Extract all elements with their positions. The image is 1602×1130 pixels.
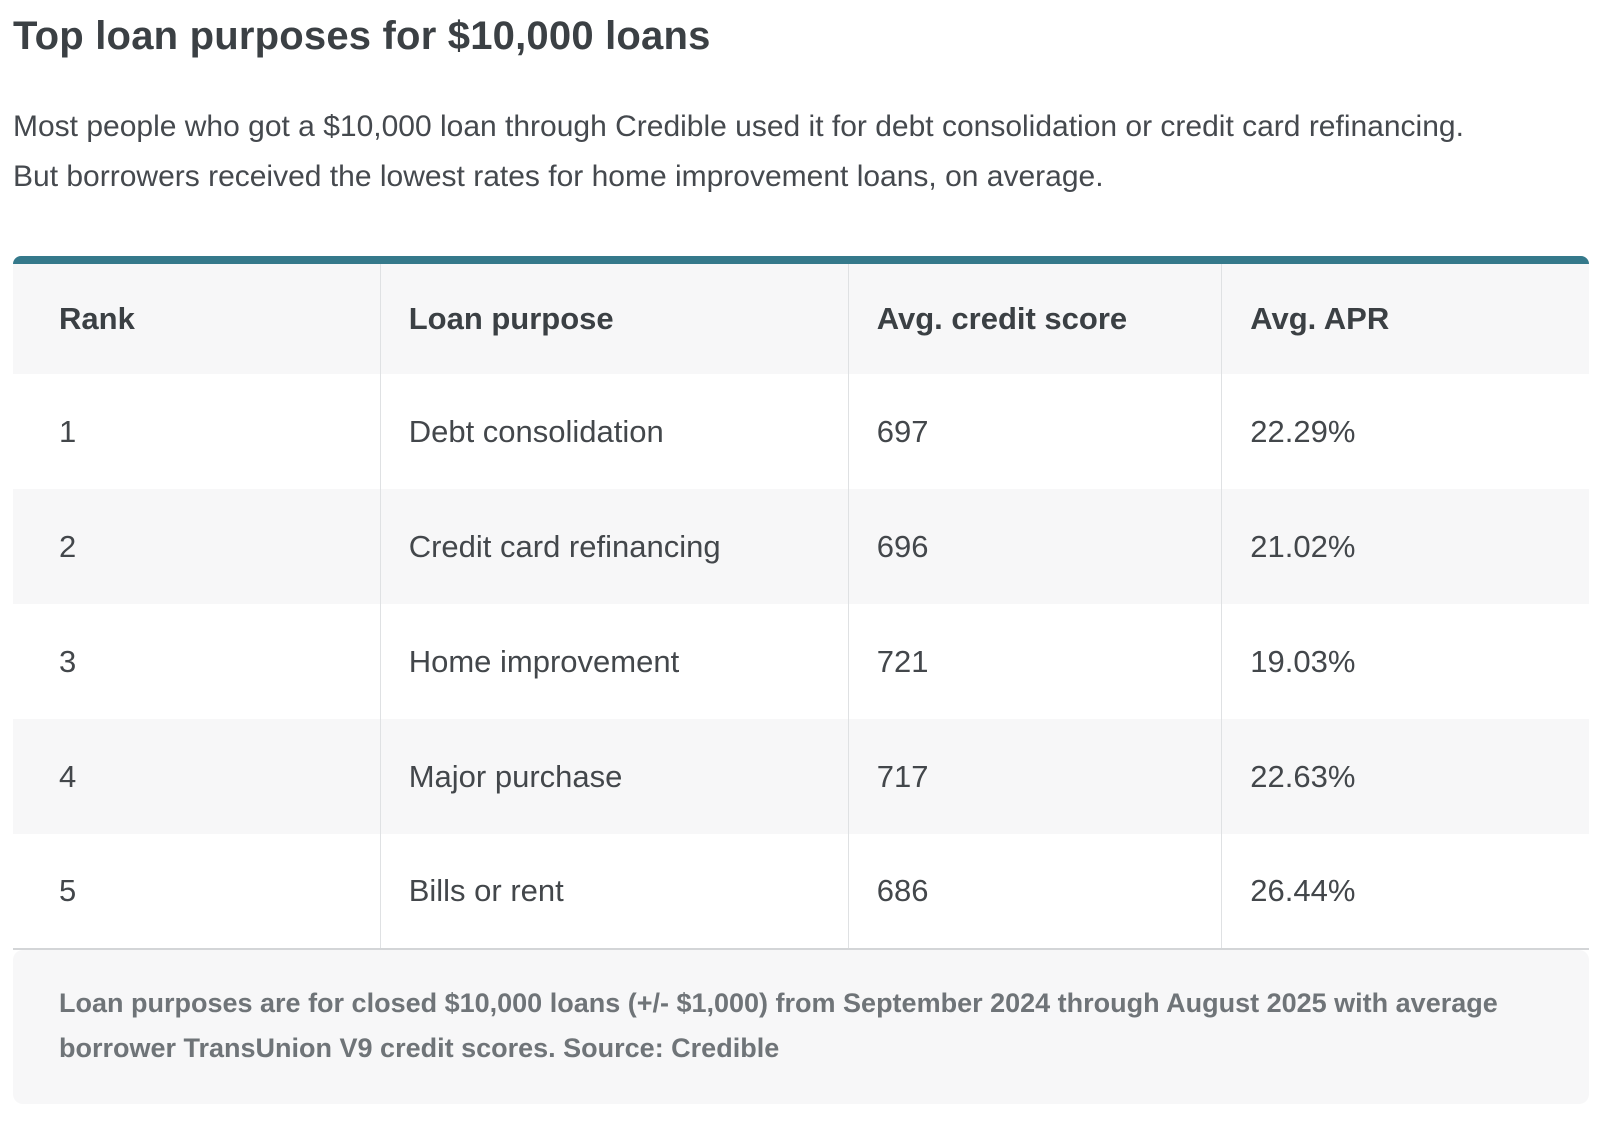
loan-purposes-graphic: Top loan purposes for $10,000 loans Most… [0,12,1602,1104]
purpose-cell: Debt consolidation [380,374,849,489]
apr-cell: 22.29% [1221,374,1589,489]
purpose-cell: Home improvement [380,604,849,719]
rank-cell: 5 [13,834,381,950]
footnote-text: Loan purposes are for closed $10,000 loa… [59,988,1498,1063]
column-header-loan-purpose: Loan purpose [380,264,849,374]
table-row: 4 Major purchase 717 22.63% [13,719,1589,834]
score-cell: 717 [848,719,1223,834]
purpose-cell: Bills or rent [380,834,849,950]
score-cell: 721 [848,604,1223,719]
table-footnote: Loan purposes are for closed $10,000 loa… [13,950,1589,1104]
rank-cell: 2 [13,489,381,604]
column-header-apr: Avg. APR [1221,264,1589,374]
loan-table-card: Rank Loan purpose Avg. credit score Avg.… [13,256,1589,1104]
loan-purposes-table: Rank Loan purpose Avg. credit score Avg.… [13,264,1589,950]
apr-cell: 19.03% [1221,604,1589,719]
rank-cell: 3 [13,604,381,719]
column-header-credit-score: Avg. credit score [848,264,1223,374]
table-header-row: Rank Loan purpose Avg. credit score Avg.… [13,264,1589,374]
apr-cell: 21.02% [1221,489,1589,604]
score-cell: 686 [848,834,1223,950]
table-row: 1 Debt consolidation 697 22.29% [13,374,1589,489]
apr-cell: 26.44% [1221,834,1589,950]
column-header-rank: Rank [13,264,381,374]
table-row: 5 Bills or rent 686 26.44% [13,834,1589,950]
score-cell: 696 [848,489,1223,604]
score-cell: 697 [848,374,1223,489]
table-row: 3 Home improvement 721 19.03% [13,604,1589,719]
page-title: Top loan purposes for $10,000 loans [13,14,711,58]
apr-cell: 22.63% [1221,719,1589,834]
table-row: 2 Credit card refinancing 696 21.02% [13,489,1589,604]
rank-cell: 4 [13,719,381,834]
intro-text: Most people who got a $10,000 loan throu… [13,110,1464,193]
purpose-cell: Major purchase [380,719,849,834]
accent-top-bar [13,256,1589,264]
purpose-cell: Credit card refinancing [380,489,849,604]
rank-cell: 1 [13,374,381,489]
